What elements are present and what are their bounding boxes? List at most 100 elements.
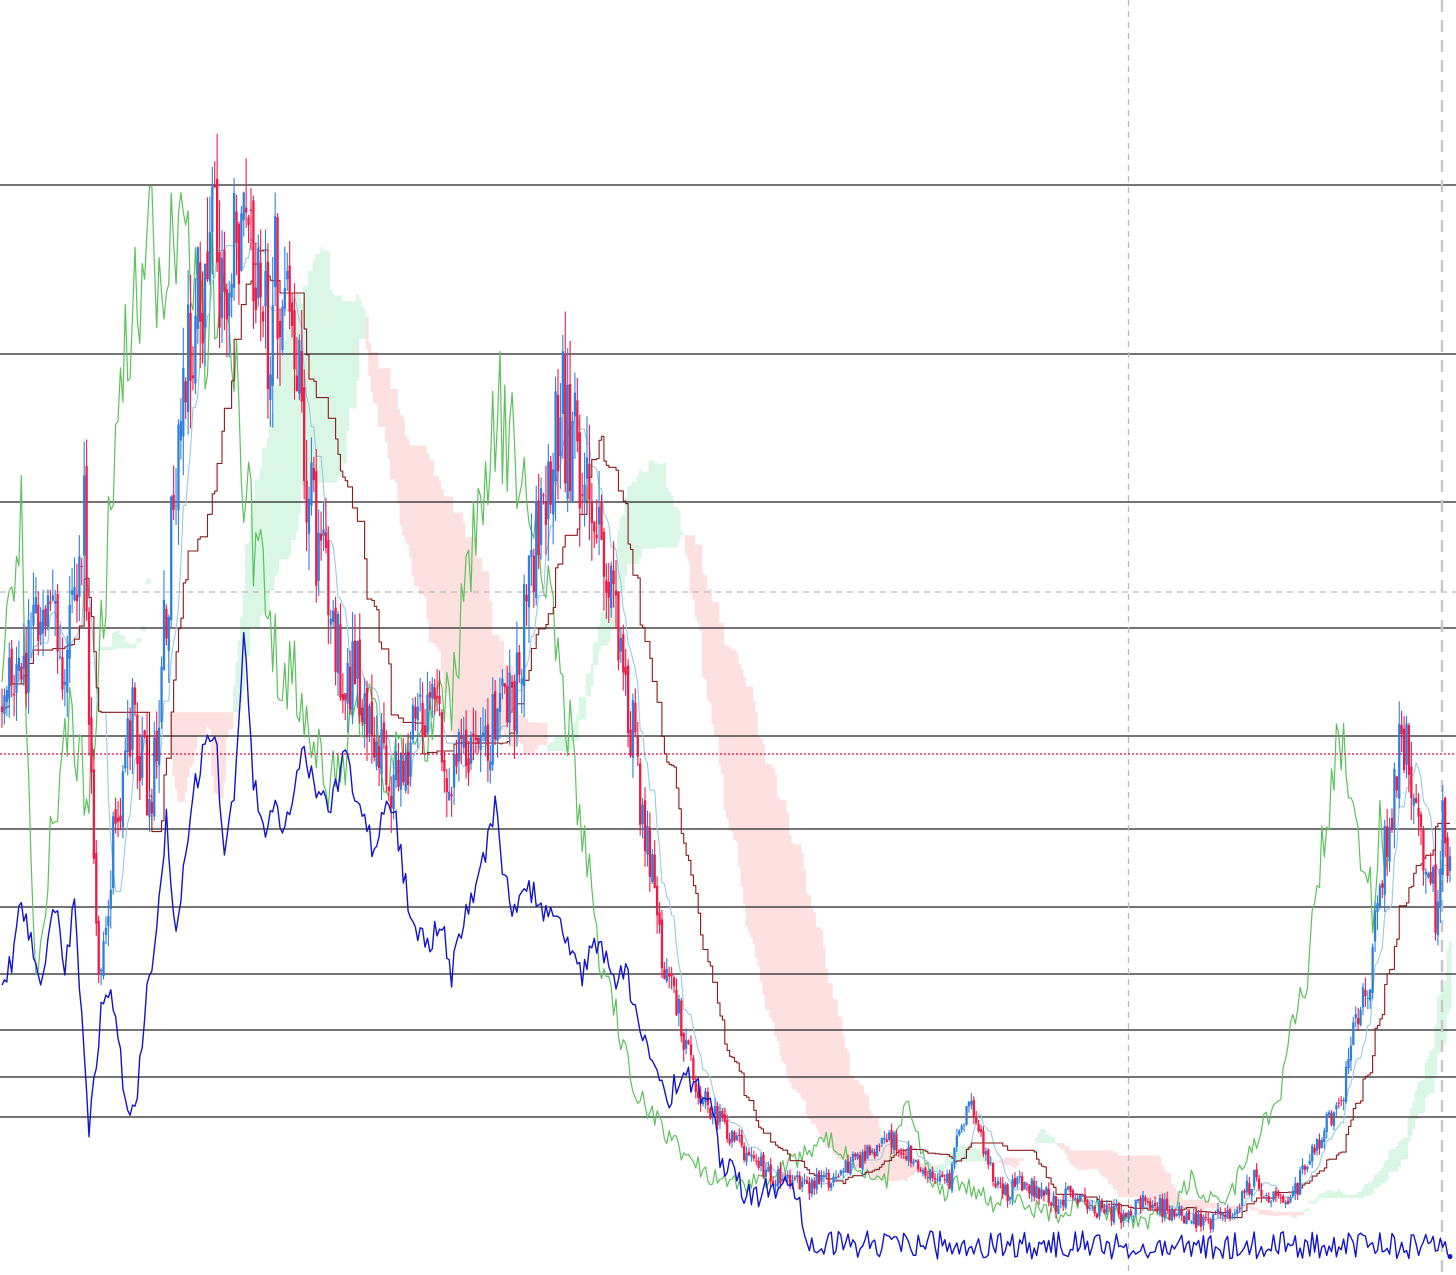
cloud-segment (121, 635, 125, 649)
candle-up (1064, 1188, 1067, 1208)
candle-down (1337, 1102, 1340, 1104)
candle-down (344, 693, 347, 701)
candle-down (433, 687, 436, 700)
cloud-segment (389, 388, 393, 480)
candle-down (201, 313, 204, 344)
candle-up (631, 700, 635, 758)
candle-down (165, 609, 168, 639)
cloud-segment (665, 487, 669, 548)
cloud-segment (472, 537, 475, 753)
rsi-line (1, 631, 1451, 1260)
candle-down (999, 1182, 1002, 1184)
rsi-polyline (1, 631, 1451, 1260)
cloud-segment (1424, 1062, 1428, 1098)
candle-down (315, 471, 318, 586)
cloud-segment (1250, 1205, 1254, 1211)
cloud-segment (288, 326, 292, 557)
candle-up (684, 1039, 688, 1049)
cloud-segment (1134, 1155, 1138, 1198)
cloud-segment (358, 299, 362, 340)
candle-down (1267, 1196, 1270, 1203)
candle-up (718, 1110, 722, 1123)
candle-up (457, 731, 461, 762)
candle-down (237, 223, 241, 285)
cloud-segment (293, 313, 297, 540)
cloud-segment (235, 661, 239, 713)
cloud-segment (958, 1146, 961, 1162)
candle-down (793, 1178, 797, 1180)
candle-down (672, 977, 676, 987)
candle-up (99, 969, 103, 972)
cloud-segment (740, 669, 744, 887)
candle-down (138, 755, 141, 781)
cloud-segment (1037, 1132, 1041, 1144)
candle-down (382, 722, 386, 744)
candle-down (1149, 1201, 1152, 1209)
candle-down (919, 1169, 922, 1172)
candle-down (868, 1146, 871, 1155)
candle-down (247, 217, 250, 225)
candle-up (394, 751, 398, 781)
candle-up (281, 306, 284, 351)
cloud-segment (104, 646, 108, 651)
candle-up (368, 706, 371, 734)
candle-up (1185, 1213, 1188, 1224)
cloud-segment (595, 642, 599, 666)
candle-up (431, 683, 434, 699)
cloud-segment (1335, 1191, 1338, 1199)
cloud-segment (240, 617, 243, 703)
cloud-segment (1277, 1212, 1280, 1217)
cloud-segment (638, 470, 642, 559)
candle-up (1202, 1216, 1205, 1226)
candle-up (70, 590, 74, 595)
candle-down (897, 1151, 900, 1153)
candle-up (774, 1184, 777, 1187)
candle-up (1294, 1183, 1297, 1194)
cloud-segment (131, 644, 135, 649)
rsi-marker (1447, 1254, 1453, 1260)
cloud-segment (1400, 1139, 1404, 1160)
cloud-segment (1308, 1200, 1312, 1204)
candle-up (404, 752, 407, 791)
cloud-segment (520, 714, 524, 744)
cloud-segment (1194, 1199, 1198, 1212)
cloud-segment (1313, 1200, 1317, 1204)
candle-up (73, 586, 76, 601)
candle-up (958, 1130, 961, 1135)
cloud-segment (653, 463, 657, 549)
candle-down (305, 480, 308, 523)
cloud-segment (1074, 1150, 1077, 1168)
candle-down (1340, 1100, 1343, 1102)
candle-up (1378, 885, 1382, 907)
cloud-segment (1320, 1192, 1324, 1199)
cloud-segment (1381, 1167, 1384, 1184)
candle-up (496, 708, 499, 741)
candle-up (1240, 1191, 1244, 1206)
candle-up (665, 968, 668, 982)
candle-up (711, 1112, 714, 1117)
cloud-segment (1136, 1155, 1140, 1198)
candle-up (535, 501, 538, 599)
cloud-segment (402, 417, 405, 536)
candle-up (363, 693, 366, 725)
candle-down (653, 854, 656, 888)
candle-down (303, 387, 306, 482)
candle-up (735, 1135, 739, 1141)
cloud-segment (967, 1145, 971, 1162)
cloud-segment (854, 1079, 857, 1170)
cloud-segment (1410, 1107, 1413, 1136)
candle-up (871, 1150, 874, 1154)
cloud-segment (346, 301, 350, 432)
cloud-segment (356, 294, 359, 381)
candle-down (348, 666, 352, 710)
candle-down (1255, 1169, 1258, 1178)
candle-down (1166, 1198, 1169, 1211)
candle-down (450, 794, 453, 797)
candle-up (399, 752, 403, 790)
candle-up (936, 1179, 939, 1181)
candle-down (979, 1128, 983, 1133)
cloud-segment (1006, 1157, 1010, 1166)
cloud-segment (418, 445, 422, 595)
candle-up (1231, 1216, 1234, 1219)
cloud-segment (1262, 1209, 1266, 1216)
